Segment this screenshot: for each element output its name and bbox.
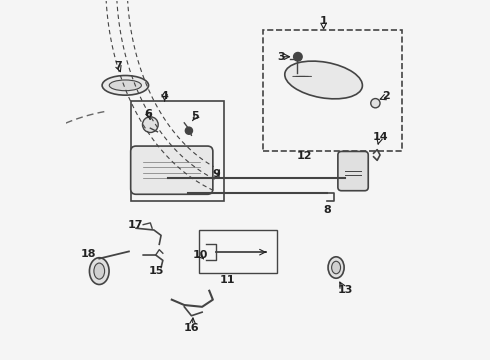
- Text: 18: 18: [81, 249, 97, 259]
- Circle shape: [185, 127, 193, 134]
- Circle shape: [143, 117, 158, 132]
- FancyBboxPatch shape: [338, 152, 368, 191]
- Ellipse shape: [109, 80, 142, 91]
- Text: 5: 5: [191, 111, 199, 121]
- Circle shape: [371, 99, 380, 108]
- Text: 11: 11: [220, 275, 235, 285]
- Text: 12: 12: [296, 151, 312, 161]
- Text: 10: 10: [193, 250, 208, 260]
- Text: 8: 8: [323, 204, 331, 215]
- Ellipse shape: [94, 263, 104, 279]
- Text: 6: 6: [144, 109, 152, 119]
- Text: 4: 4: [161, 91, 169, 101]
- Text: 14: 14: [373, 132, 389, 142]
- Ellipse shape: [332, 261, 341, 274]
- Text: 7: 7: [114, 61, 122, 71]
- Text: 9: 9: [213, 168, 220, 179]
- Bar: [263, 30, 402, 152]
- Circle shape: [294, 53, 302, 61]
- Text: 13: 13: [337, 285, 353, 295]
- Text: 16: 16: [184, 323, 199, 333]
- Text: 1: 1: [319, 16, 327, 26]
- FancyBboxPatch shape: [131, 146, 213, 194]
- Ellipse shape: [90, 258, 109, 284]
- Text: 3: 3: [277, 52, 285, 62]
- Bar: [198, 230, 277, 273]
- Ellipse shape: [328, 257, 344, 278]
- Bar: [131, 102, 223, 202]
- Ellipse shape: [285, 61, 363, 99]
- Ellipse shape: [102, 76, 148, 95]
- Text: 15: 15: [149, 266, 164, 276]
- Text: 17: 17: [127, 220, 143, 230]
- Text: 2: 2: [382, 91, 390, 101]
